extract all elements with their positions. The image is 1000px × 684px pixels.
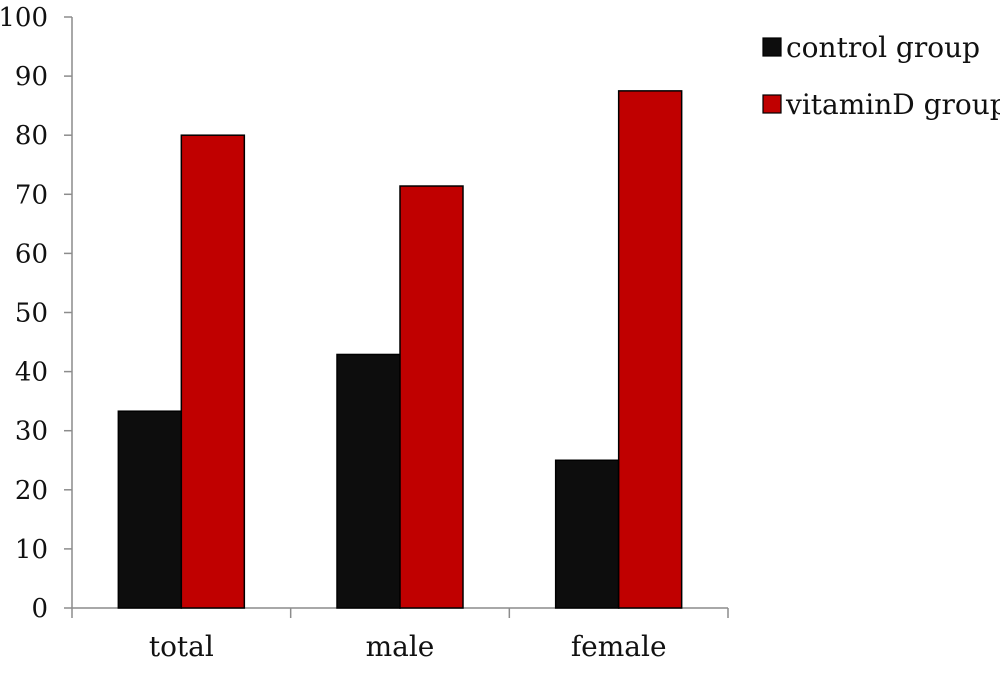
y-tick-label: 20 — [15, 476, 48, 506]
y-tick-label: 70 — [15, 180, 48, 210]
bars — [117, 90, 683, 609]
legend-swatch — [762, 94, 782, 114]
bar-vitamind-group-female — [617, 90, 683, 609]
y-tick-label: 40 — [15, 358, 48, 388]
y-tick-label: 50 — [15, 299, 48, 329]
x-category-label: male — [366, 630, 435, 663]
x-category-label: total — [149, 630, 214, 663]
bar-vitamind-group-total — [180, 134, 246, 609]
y-axis: 0 10 20 30 40 50 60 70 80 90 100 — [0, 3, 73, 624]
bar-control-group-total — [117, 410, 183, 609]
x-axis: total male female — [71, 607, 729, 663]
x-category-label: female — [571, 630, 667, 663]
y-tick-label: 30 — [15, 417, 48, 447]
y-tick-label: 0 — [31, 594, 48, 624]
y-tick-label: 60 — [15, 239, 48, 269]
y-tick-label: 80 — [15, 121, 48, 151]
legend-label: control group — [786, 31, 980, 64]
legend-label: vitaminD group — [785, 88, 1000, 121]
bar-control-group-male — [336, 353, 401, 609]
y-tick-label: 90 — [15, 62, 48, 92]
legend-swatch — [762, 37, 782, 57]
y-tick-label: 100 — [0, 3, 48, 33]
bar-vitamind-group-male — [399, 185, 464, 609]
bar-control-group-female — [554, 459, 620, 609]
legend: control group vitaminD group — [762, 31, 1000, 121]
y-tick-label: 10 — [15, 535, 48, 565]
